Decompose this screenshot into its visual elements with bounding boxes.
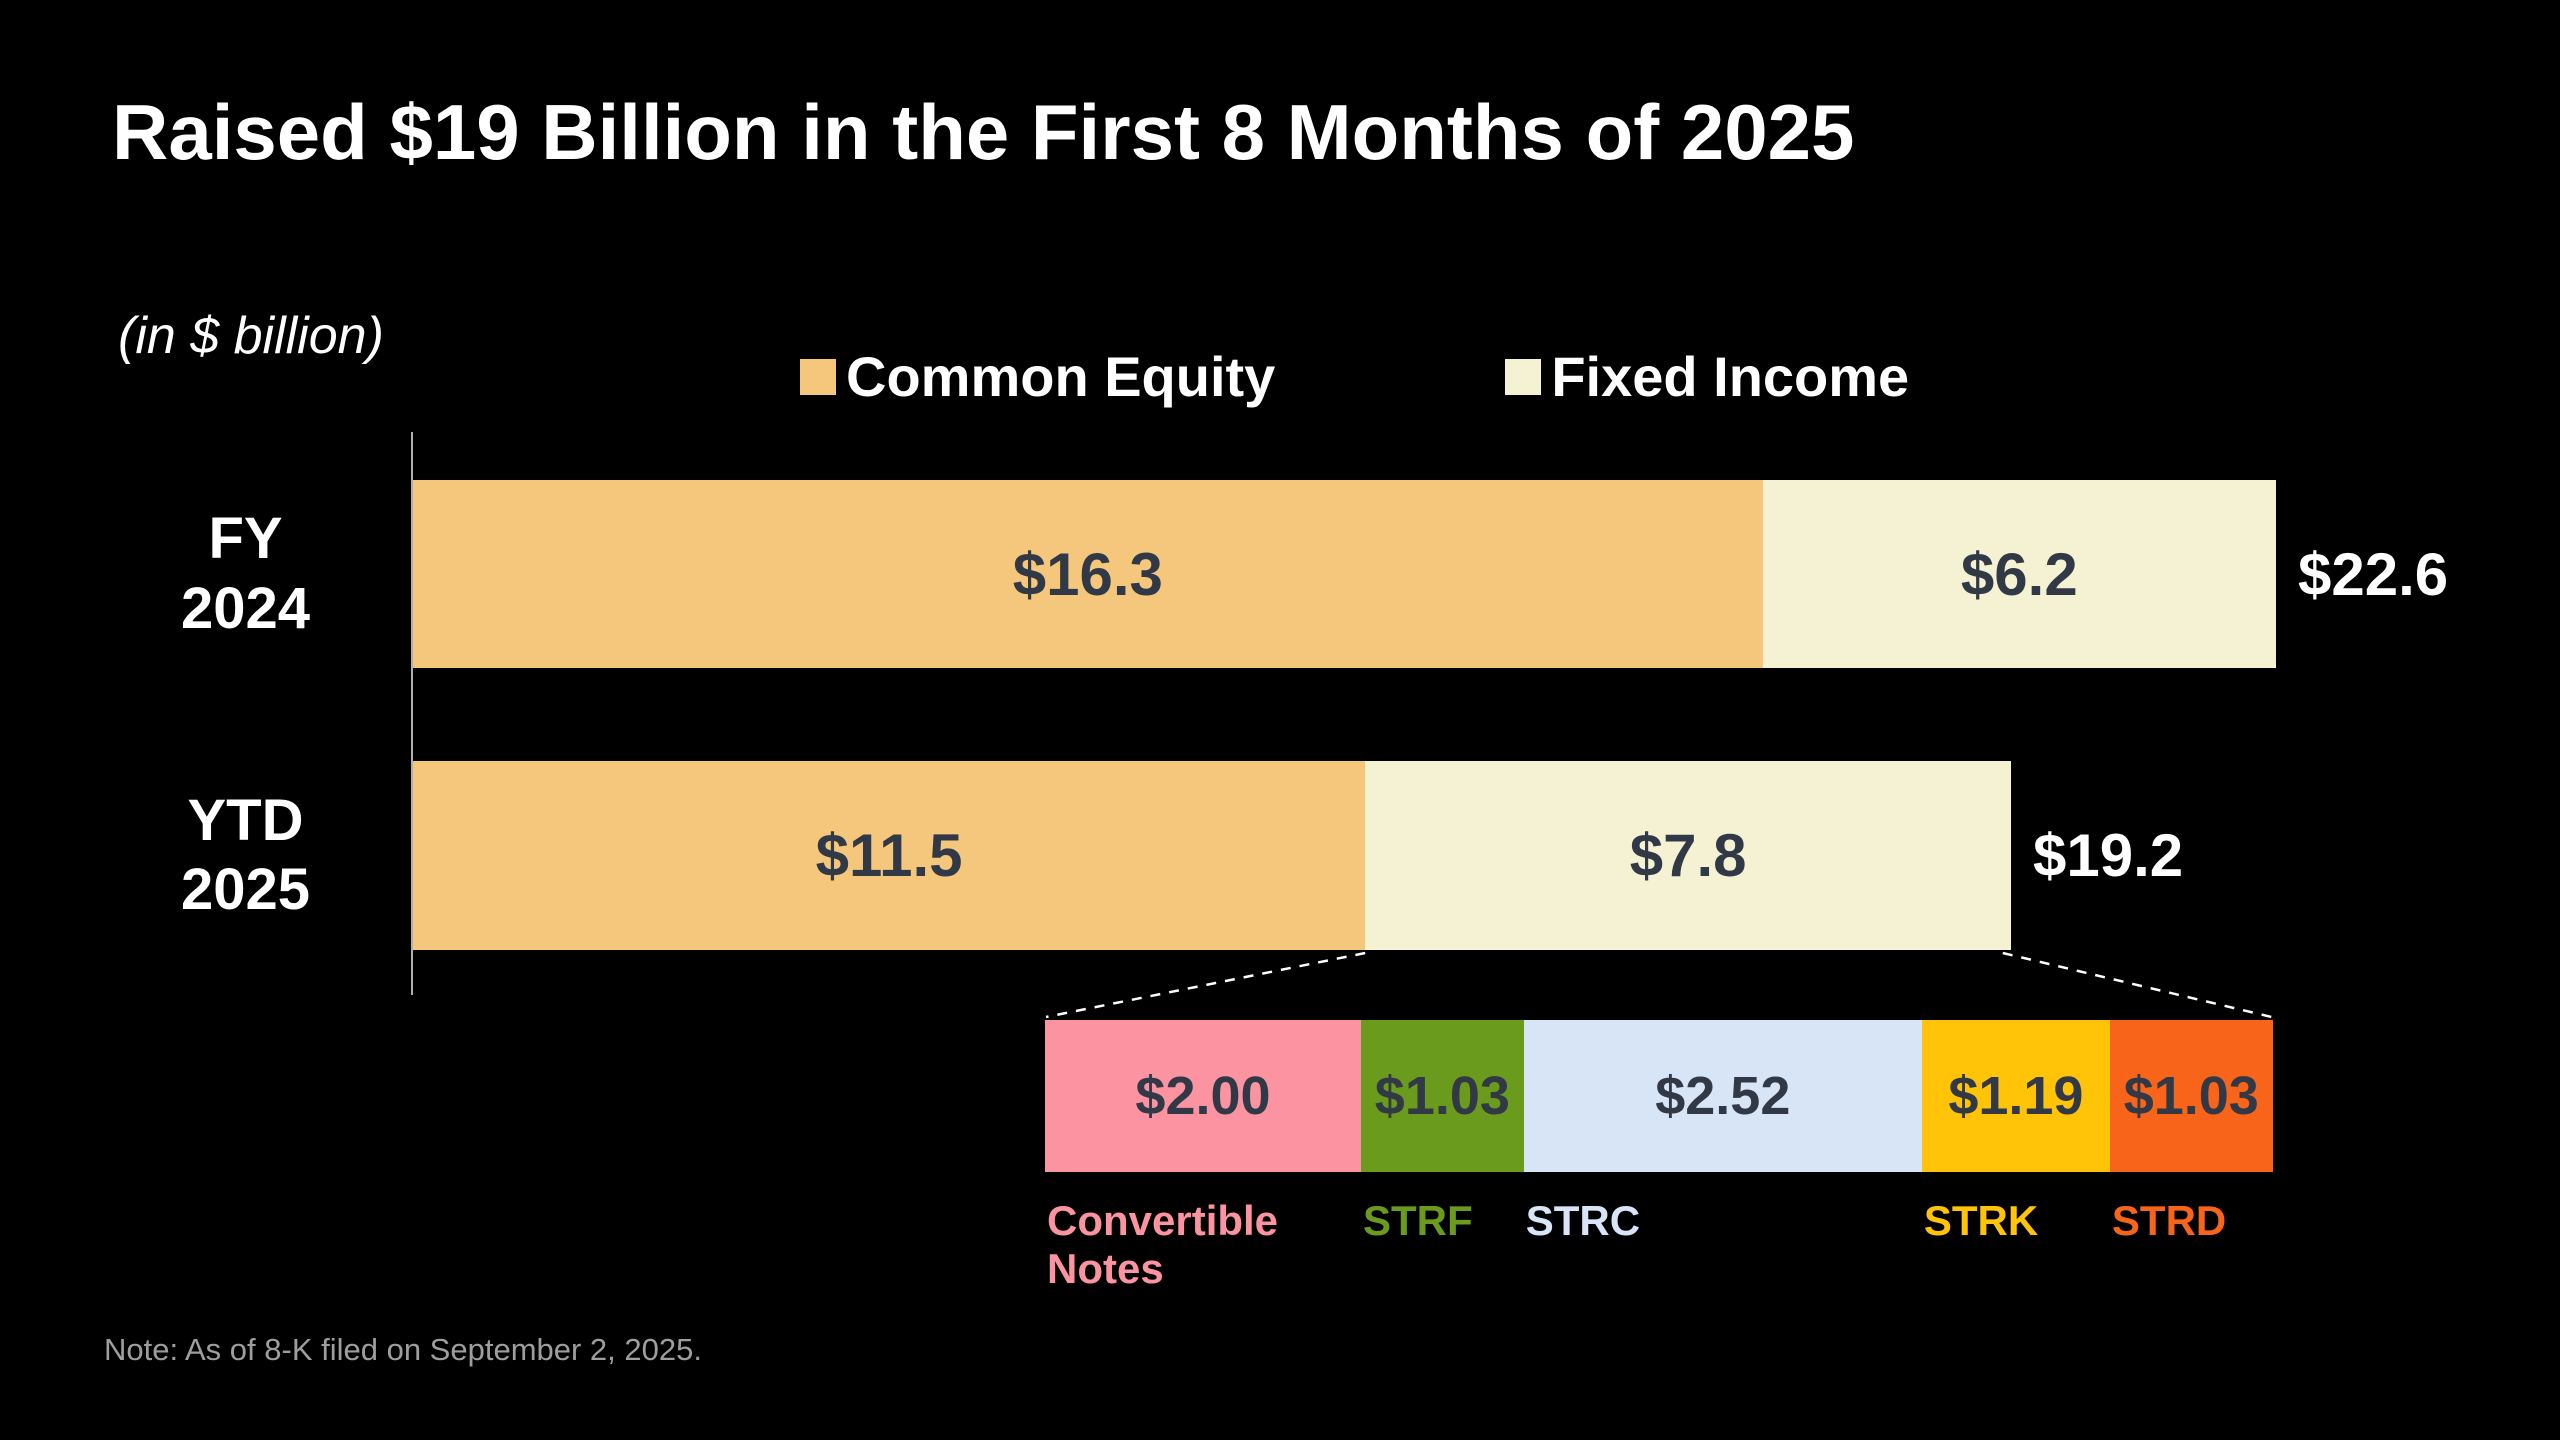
connector-line-right: [2002, 951, 2272, 1019]
legend: Common Equity Fixed Income: [800, 344, 1909, 409]
breakdown-value: $2.52: [1655, 1066, 1791, 1126]
breakdown-label-strf: STRF: [1363, 1197, 1473, 1244]
bar-total: $19.2: [2033, 822, 2184, 889]
breakdown-label-strc: STRC: [1525, 1197, 1641, 1244]
legend-label: Fixed Income: [1551, 345, 1910, 408]
y-axis-line: [411, 432, 413, 995]
bar-total: $22.6: [2298, 540, 2449, 608]
bar-segment-common-equity: $11.5: [413, 761, 1366, 950]
legend-item-fixed-income: Fixed Income: [1505, 344, 1909, 409]
legend-item-common-equity: Common Equity: [800, 344, 1275, 409]
legend-label: Common Equity: [846, 345, 1276, 408]
breakdown-value: $1.19: [1948, 1066, 2084, 1126]
page-title: Raised $19 Billion in the First 8 Months…: [112, 88, 1855, 176]
breakdown-label-strd: STRD: [2111, 1197, 2227, 1244]
breakdown-segment-strf: $1.03: [1361, 1020, 1524, 1172]
breakdown-value: $1.03: [1374, 1066, 1510, 1126]
breakdown-label-convertible-notes: Convertible Notes: [1047, 1197, 1279, 1293]
bar-value: $16.3: [1012, 540, 1163, 608]
breakdown-segment-strc: $2.52: [1523, 1020, 1922, 1172]
category-label-ytd-2025: YTD 2025: [180, 787, 311, 923]
breakdown-segment-convertible-notes: $2.00: [1045, 1020, 1361, 1172]
bar-segment-common-equity: $16.3: [413, 480, 1763, 668]
breakdown-segment-strk: $1.19: [1921, 1020, 2110, 1172]
legend-swatch-icon: [1505, 358, 1542, 395]
legend-swatch-icon: [800, 358, 836, 395]
bar-segment-fixed-income: $7.8: [1365, 761, 2012, 950]
bar-value: $6.2: [1960, 540, 2078, 608]
bar-segment-fixed-income: $6.2: [1762, 480, 2276, 668]
bar-value: $7.8: [1629, 822, 1747, 889]
breakdown-segment-strd: $1.03: [2109, 1020, 2273, 1172]
breakdown-value: $1.03: [2123, 1066, 2259, 1126]
category-label-fy-2024: FY 2024: [180, 506, 311, 641]
connector-line-left: [1045, 951, 1366, 1019]
unit-note: (in $ billion): [118, 307, 384, 365]
footnote: Note: As of 8-K filed on September 2, 20…: [104, 1332, 702, 1367]
breakdown-label-strk: STRK: [1923, 1197, 2039, 1244]
breakdown-value: $2.00: [1135, 1066, 1271, 1126]
bar-value: $11.5: [815, 822, 963, 889]
